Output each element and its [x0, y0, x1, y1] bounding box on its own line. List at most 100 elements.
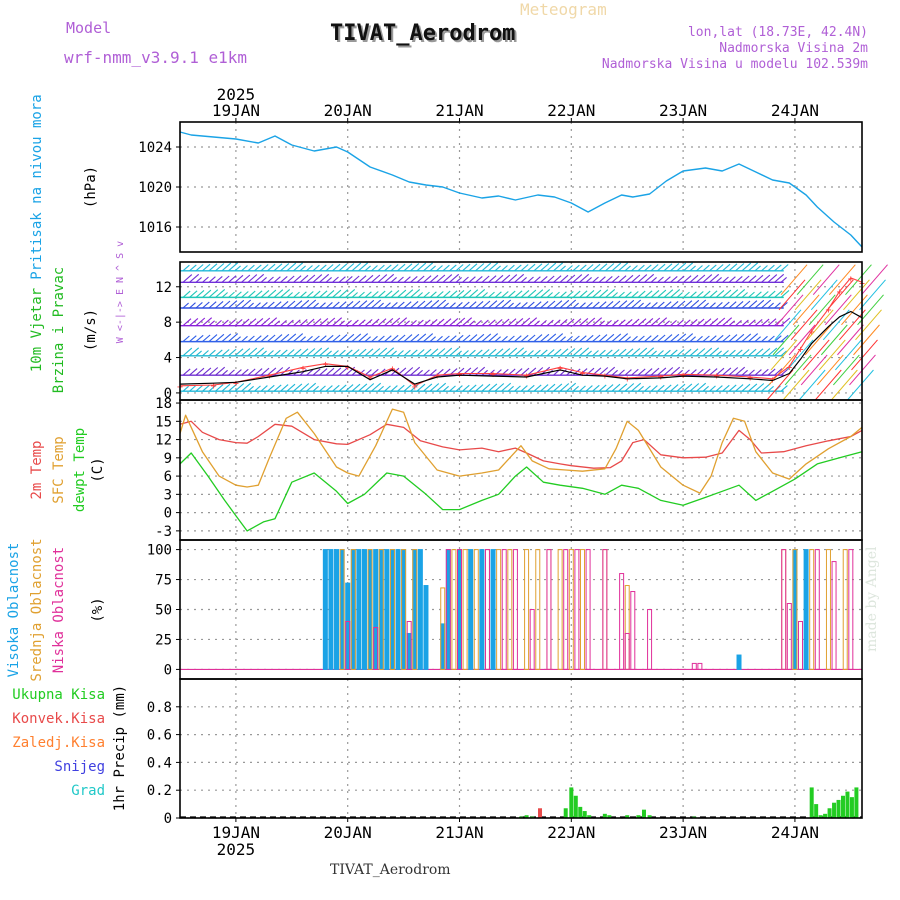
legend-total-precip: Ukupna Kisa	[12, 687, 105, 703]
mid-cloud-bar	[568, 549, 574, 670]
high-cloud-bar	[401, 549, 407, 670]
gust-marker: +	[233, 378, 239, 389]
high-cloud-bar	[412, 549, 418, 670]
low-cloud-bar	[563, 549, 569, 670]
wind-fan-barb	[828, 264, 856, 296]
high-cloud-bar	[389, 549, 395, 670]
wind-title: 10m Vjetar	[29, 288, 45, 372]
total-precip-bar	[607, 815, 612, 818]
wind-fan-barb	[810, 279, 838, 311]
dewpoint-title: dewpt Temp	[72, 428, 88, 512]
pressure-title: Pritisak na nivou mora	[29, 94, 45, 279]
high-cloud-bar	[792, 549, 798, 670]
high-cloud-bar	[736, 654, 742, 670]
mid-cloud-bar	[401, 549, 407, 670]
high-cloud-bar	[367, 549, 373, 670]
wind-fan-barb	[843, 279, 870, 311]
mid-cloud-bar	[440, 587, 446, 670]
wind-fan-barb	[804, 324, 832, 356]
total-precip-bar	[573, 795, 578, 818]
y-tick-label: 12	[155, 280, 172, 296]
mid-cloud-bar	[473, 549, 479, 670]
wind-fan-barb	[802, 339, 830, 371]
mid-cloud-bar	[809, 549, 815, 670]
y-tick-label: -3	[155, 524, 172, 540]
high-cloud-bar	[356, 549, 362, 670]
x-bottom-label: 22JAN	[547, 823, 595, 842]
x-top-label: 21JAN	[435, 101, 483, 120]
mid-cloud-title: Srednja Oblacnost	[29, 538, 45, 681]
wind-barb-row	[182, 273, 787, 283]
high-cloud-bar	[345, 582, 351, 670]
y-tick-label: 0.6	[147, 728, 172, 744]
mid-cloud-bar	[350, 549, 356, 670]
low-cloud-bar	[848, 549, 854, 670]
high-cloud-bar	[406, 632, 412, 670]
total-precip-bar	[636, 815, 641, 818]
y-tick-label: 0	[164, 662, 172, 678]
mid-cloud-bar	[624, 585, 630, 670]
x-top-label: 23JAN	[659, 101, 707, 120]
gust-marker: +	[848, 274, 854, 285]
high-cloud-bar	[445, 549, 451, 670]
mid-cloud-bar	[412, 549, 418, 670]
mid-cloud-bar	[546, 549, 552, 670]
x-bottom-label: 24JAN	[771, 823, 819, 842]
gust-marker: +	[490, 369, 496, 380]
mid-cloud-bar	[389, 549, 395, 670]
legend-freezing: Zaledj.Kisa	[12, 735, 105, 751]
wind-fan-barb	[788, 324, 816, 356]
y-tick-label: 0	[164, 811, 172, 827]
mid-cloud-bar	[557, 549, 563, 670]
low-cloud-bar	[602, 549, 608, 670]
gust-marker: +	[797, 345, 803, 356]
wind-fan-barb	[824, 294, 852, 326]
high-cloud-bar	[803, 549, 809, 670]
wind-fan-barb	[794, 279, 822, 311]
total-precip-bar	[845, 791, 850, 818]
gust-marker: +	[786, 362, 792, 373]
mid-cloud-bar	[367, 549, 373, 670]
y-tick-label: 75	[155, 573, 172, 589]
total-precip-bar	[809, 787, 814, 818]
low-cloud-bar	[624, 632, 630, 670]
wind-speed-line	[179, 310, 863, 385]
gust-line	[179, 277, 863, 387]
wind-direction-legend: W <-|-> E N ^ S v	[115, 241, 126, 343]
low-cloud-bar	[373, 626, 379, 670]
gust-marker: +	[602, 371, 608, 382]
lonlat-label: lon,lat (18.73E, 42.4N)	[687, 25, 868, 40]
pressure-line	[179, 131, 863, 248]
y-tick-label: 50	[155, 603, 172, 619]
high-cloud-bar	[378, 549, 384, 670]
low-cloud-bar	[574, 549, 580, 670]
mid-cloud-bar	[339, 549, 345, 670]
wind-barb-row	[182, 317, 791, 327]
x-bottom-label: 23JAN	[659, 823, 707, 842]
gust-marker: +	[579, 369, 585, 380]
station-title: TIVAT_Aerodrom	[330, 21, 516, 46]
total-precip-bar	[818, 815, 823, 818]
low-cloud-bar	[406, 620, 412, 670]
wind-fan-barb	[816, 354, 844, 386]
high-cloud-bar	[395, 549, 401, 670]
high-cloud-bar	[384, 549, 390, 670]
wind-fan-barb	[806, 309, 834, 341]
tsfc-title: SFC Temp	[51, 436, 67, 503]
wind-fan-barb	[798, 369, 826, 401]
y-tick-label: 100	[147, 543, 172, 559]
low-cloud-bar	[484, 549, 490, 670]
high-cloud-bar	[322, 549, 328, 670]
elevation-label: Nadmorska Visina 2m	[719, 41, 868, 56]
x-top-label: 22JAN	[547, 101, 595, 120]
x-bottom-label: 19JAN	[212, 823, 260, 842]
wind-fan-barb	[853, 324, 880, 356]
gust-marker: +	[345, 362, 351, 373]
y-tick-label: 0	[164, 506, 172, 522]
wind-barb-row	[182, 347, 787, 357]
total-precip-bar	[849, 797, 854, 818]
high-cloud-bar	[328, 549, 334, 670]
mid-cloud-bar	[825, 549, 831, 670]
low-cloud-bar	[529, 609, 535, 670]
low-cloud-bar	[691, 662, 697, 670]
